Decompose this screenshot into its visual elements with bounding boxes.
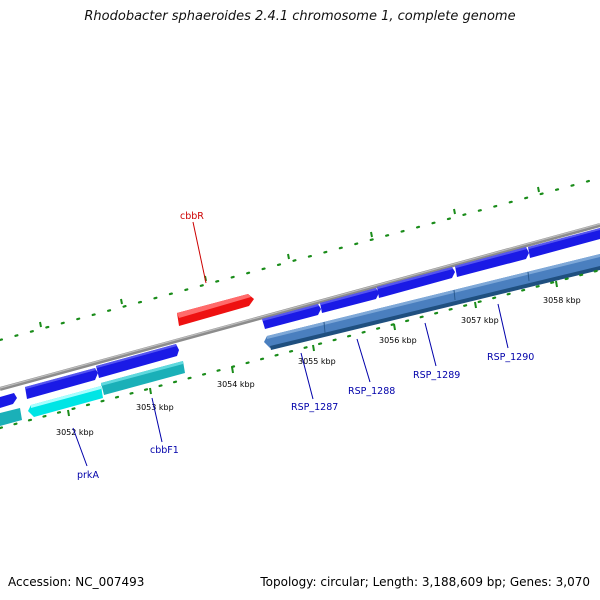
forward-strand-genes xyxy=(0,228,600,408)
gene-arrow[interactable] xyxy=(0,393,17,408)
tick-label: 3053 kbp xyxy=(136,403,174,412)
label-leaders xyxy=(72,221,509,467)
inner-major-ticks xyxy=(67,280,558,417)
genome-summary-text: Topology: circular; Length: 3,188,609 bp… xyxy=(260,575,590,589)
genome-backbone xyxy=(0,223,600,391)
accession-text: Accession: NC_007493 xyxy=(8,575,145,589)
gene-arrow[interactable] xyxy=(101,361,185,395)
gene-arrow[interactable] xyxy=(25,368,98,399)
reverse-strand-genes xyxy=(0,254,600,426)
gene-arrow[interactable] xyxy=(28,386,103,417)
gene-cbbR[interactable] xyxy=(177,294,254,326)
gene-arrow[interactable] xyxy=(377,267,455,298)
gene-arrow[interactable] xyxy=(455,247,529,277)
gene-label-RSP_1287[interactable]: RSP_1287 xyxy=(291,402,338,413)
map-title: Rhodobacter sphaeroides 2.4.1 chromosome… xyxy=(84,9,516,24)
tick-label: 3055 kbp xyxy=(298,357,336,366)
gene-arrow[interactable] xyxy=(0,408,22,426)
gene-label-cbbR[interactable]: cbbR xyxy=(180,211,204,222)
tick-label: 3058 kbp xyxy=(543,296,581,305)
tick-label: 3054 kbp xyxy=(217,380,255,389)
gene-label-cbbF1[interactable]: cbbF1 xyxy=(150,445,179,456)
gene-label-RSP_1288[interactable]: RSP_1288 xyxy=(348,386,395,397)
tick-label: 3057 kbp xyxy=(461,316,499,325)
gene-arrow[interactable] xyxy=(96,344,179,378)
forward-strand-highlights xyxy=(25,228,600,389)
gene-arrow[interactable] xyxy=(528,228,600,258)
gene-label-prkA[interactable]: prkA xyxy=(77,470,99,481)
gene-arrow[interactable] xyxy=(320,288,379,313)
gene-labels: cbbR prkA cbbF1 RSP_1287 RSP_1288 RSP_12… xyxy=(77,211,534,481)
gene-arrow[interactable] xyxy=(262,304,321,329)
tick-label: 3056 kbp xyxy=(379,336,417,345)
gene-label-RSP_1290[interactable]: RSP_1290 xyxy=(487,352,534,363)
gene-label-RSP_1289[interactable]: RSP_1289 xyxy=(413,370,460,381)
